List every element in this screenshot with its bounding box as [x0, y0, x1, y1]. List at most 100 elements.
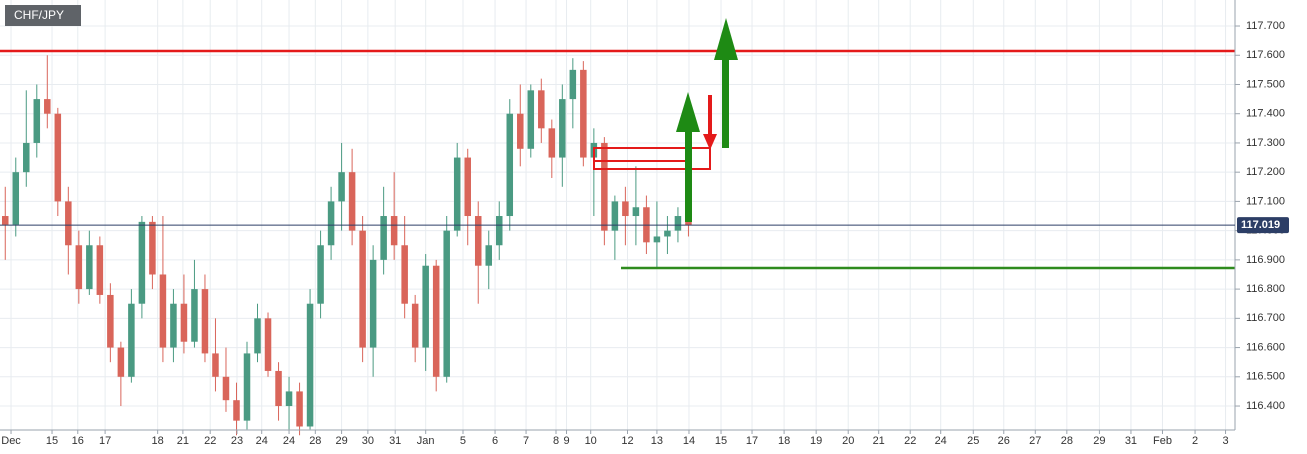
candle-body — [369, 259, 377, 348]
y-tick-label: 116.700 — [1246, 312, 1285, 324]
x-tick-label: 19 — [810, 435, 822, 447]
x-tick-label: 21 — [177, 435, 189, 447]
candle-body — [664, 230, 671, 237]
candle-body — [548, 128, 556, 158]
axes: 116.400 116.500 116.600 116.700 116.800 116.9… — [0, 20, 1289, 447]
candle-body — [23, 142, 30, 173]
candle-body — [170, 303, 177, 348]
candle-body — [285, 391, 293, 407]
candle-body — [517, 113, 524, 149]
y-tick-label: 116.400 — [1246, 400, 1285, 412]
zone-box-inner — [593, 147, 691, 162]
x-tick-label: 27 — [1029, 435, 1041, 447]
title-box — [5, 5, 81, 26]
candle-body — [128, 303, 135, 377]
x-tick-label: 7 — [523, 435, 529, 447]
candle-body — [33, 99, 41, 143]
chart-title: CHF/JPY — [14, 8, 64, 22]
candle-body — [464, 157, 471, 217]
candle-body — [306, 303, 314, 427]
x-tick-label: 15 — [715, 435, 727, 447]
x-tick-label: 8 — [553, 435, 559, 447]
candle-body — [159, 274, 167, 348]
x-tick-label: 2 — [1192, 435, 1198, 447]
candle-body — [233, 400, 240, 421]
candle-body — [275, 370, 282, 407]
candle-body — [254, 318, 261, 354]
candle-body — [474, 216, 482, 266]
x-tick-label: 22 — [204, 435, 216, 447]
x-tick-label: 28 — [309, 435, 321, 447]
x-tick-label: 16 — [72, 435, 84, 447]
x-tick-label: 24 — [256, 435, 268, 447]
x-tick-label: 6 — [492, 435, 498, 447]
candle-body — [75, 245, 83, 290]
x-tick-label: 15 — [46, 435, 58, 447]
candle-body — [96, 245, 104, 295]
grid-layer — [0, 0, 1235, 430]
y-tick-label: 117.200 — [1246, 166, 1285, 178]
down-arrow-shaft — [708, 95, 712, 135]
x-tick-label: 10 — [585, 435, 597, 447]
candle-body — [54, 113, 62, 202]
candles — [1, 55, 692, 436]
candle-body — [422, 265, 429, 348]
candle-body — [359, 230, 366, 348]
candle-body — [12, 172, 20, 225]
candle-body — [485, 245, 493, 266]
x-tick-label: 23 — [231, 435, 243, 447]
x-tick-label: 24 — [283, 435, 295, 447]
candle-body — [317, 245, 324, 304]
y-tick-label: 117.600 — [1246, 49, 1285, 61]
x-tick-label: 26 — [998, 435, 1010, 447]
candle-body — [453, 157, 461, 231]
zone-box — [593, 147, 711, 170]
candle-body — [264, 318, 272, 371]
candle-body — [674, 216, 682, 231]
candle-body — [401, 245, 408, 304]
candle-body — [432, 265, 440, 377]
x-tick-label: Dec — [1, 435, 21, 447]
candle-body — [622, 201, 629, 217]
candle-body — [243, 353, 251, 421]
candle-body — [495, 216, 503, 246]
x-tick-label: Feb — [1153, 435, 1172, 447]
up-arrow-head — [714, 18, 738, 60]
x-tick-label: 22 — [904, 435, 916, 447]
y-tick-label: 117.500 — [1246, 78, 1285, 90]
x-tick-label: 18 — [152, 435, 164, 447]
x-tick-label: 17 — [99, 435, 111, 447]
up-arrow-head — [676, 92, 700, 132]
x-tick-label: 12 — [621, 435, 633, 447]
y-tick-label: 117.100 — [1246, 195, 1285, 207]
last-price-box — [1237, 217, 1289, 234]
candle-body — [149, 221, 156, 275]
candle-body — [117, 347, 125, 377]
x-tick-label: 25 — [967, 435, 979, 447]
candle-body — [601, 142, 608, 231]
candle-body — [107, 294, 114, 348]
up-arrow-shaft — [685, 130, 692, 222]
candle-body — [559, 99, 566, 158]
x-tick-label: 3 — [1222, 435, 1228, 447]
x-tick-label: 21 — [873, 435, 885, 447]
candle-body — [527, 90, 535, 149]
candle-body — [138, 221, 146, 304]
candle-body — [201, 289, 209, 354]
candle-body — [390, 216, 398, 246]
x-tick-label: Jan — [417, 435, 435, 447]
x-tick-label: 5 — [460, 435, 466, 447]
x-tick-label: 13 — [651, 435, 663, 447]
x-tick-label: 9 — [563, 435, 569, 447]
candle-body — [44, 99, 51, 114]
x-tick-label: 31 — [1125, 435, 1137, 447]
y-tick-label: 117.700 — [1246, 20, 1285, 32]
candle-body — [611, 201, 619, 231]
down-arrow-head — [703, 134, 717, 150]
y-tick-label: 116.900 — [1246, 254, 1285, 266]
up-arrow-shaft — [722, 58, 729, 148]
x-tick-label: 31 — [389, 435, 401, 447]
candle-body — [222, 376, 230, 401]
x-tick-label: 14 — [683, 435, 695, 447]
candle-body — [380, 216, 387, 260]
